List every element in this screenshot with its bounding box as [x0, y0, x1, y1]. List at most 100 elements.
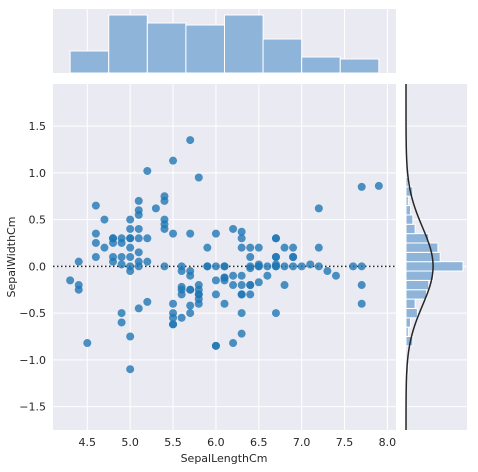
scatter-point: [271, 309, 280, 318]
scatter-point: [211, 262, 220, 271]
scatter-point: [160, 224, 169, 233]
scatter-point: [117, 318, 126, 327]
scatter-point: [297, 262, 306, 271]
y-hist-bar: [405, 270, 434, 281]
scatter-point: [91, 253, 100, 261]
scatter-point: [237, 309, 246, 318]
scatter-point: [246, 243, 255, 252]
scatter-point: [186, 301, 195, 310]
scatter-point: [134, 196, 143, 205]
scatter-point: [211, 229, 220, 238]
scatter-point: [254, 243, 263, 252]
scatter-point: [237, 281, 246, 290]
scatter-point: [160, 215, 169, 224]
x-hist-bar: [301, 56, 341, 74]
scatter-point: [177, 285, 186, 294]
scatter-point: [211, 341, 220, 350]
scatter-point: [169, 229, 178, 238]
scatter-point: [126, 224, 135, 233]
y-hist-bar: [405, 233, 430, 244]
scatter-point: [289, 253, 298, 261]
scatter-point: [109, 253, 118, 261]
scatter-point: [314, 262, 323, 271]
scatter-point: [237, 234, 246, 243]
y-hist-bar: [405, 223, 416, 235]
x-axis-label: SepalLengthCm: [181, 452, 268, 465]
y-tick-label: −1.5: [19, 401, 46, 414]
scatter-point: [246, 264, 255, 273]
scatter-point: [186, 229, 195, 238]
scatter-point: [91, 229, 100, 238]
x-axis-ticks: 4.5 5.0 5.5 6.0 6.5 7.0 7.5 8.0: [79, 436, 397, 449]
scatter-point: [323, 267, 332, 276]
x-marginal-histogram: [69, 14, 380, 74]
scatter-point: [271, 234, 280, 243]
x-hist-bar: [224, 14, 264, 74]
y-tick-label: 1.5: [29, 120, 47, 133]
x-tick-label: 6.0: [207, 436, 225, 449]
scatter-point: [289, 243, 298, 252]
scatter-point: [143, 234, 152, 243]
scatter-point: [280, 281, 289, 290]
scatter-point: [126, 243, 135, 252]
scatter-point: [211, 290, 220, 299]
main-plot-panel: [53, 84, 396, 430]
top-marginal-panel: [53, 9, 396, 74]
scatter-point: [126, 332, 135, 341]
scatter-point: [143, 166, 152, 175]
scatter-point: [254, 278, 263, 287]
y-hist-bar: [405, 205, 412, 216]
scatter-point: [160, 262, 169, 271]
scatter-point: [357, 281, 366, 290]
scatter-point: [271, 262, 280, 271]
y-hist-bar: [405, 261, 464, 272]
x-tick-label: 7.0: [293, 436, 311, 449]
scatter-point: [331, 271, 340, 280]
x-hist-bar: [185, 24, 226, 74]
right-marginal-panel: [405, 84, 467, 431]
x-hist-bar: [262, 38, 303, 74]
scatter-point: [169, 320, 178, 329]
scatter-point: [134, 304, 143, 313]
scatter-point: [306, 260, 315, 269]
scatter-point: [66, 276, 75, 285]
scatter-point: [237, 329, 246, 338]
scatter-point: [229, 224, 238, 233]
x-hist-bar: [146, 22, 187, 74]
y-hist-bar: [405, 307, 418, 319]
scatter-point: [194, 299, 203, 308]
scatter-point: [314, 243, 323, 252]
scatter-point: [126, 234, 135, 243]
scatter-point: [83, 339, 92, 348]
scatter-point: [151, 204, 160, 213]
y-marginal-histogram: [405, 177, 464, 375]
scatter-point: [263, 262, 272, 271]
scatter-point: [91, 238, 100, 247]
scatter-point: [203, 243, 212, 252]
scatter-point: [246, 253, 255, 261]
scatter-point: [271, 253, 280, 261]
y-tick-label: −0.5: [19, 307, 46, 320]
y-hist-bar: [405, 279, 430, 291]
x-tick-label: 4.5: [79, 436, 97, 449]
scatter-point: [220, 299, 229, 308]
scatter-point: [349, 262, 358, 271]
scatter-point: [177, 262, 186, 271]
scatter-point: [357, 299, 366, 308]
scatter-point: [143, 297, 152, 306]
y-hist-bar: [405, 195, 409, 207]
scatter-point: [374, 181, 383, 190]
scatter-point: [134, 224, 143, 233]
x-tick-label: 5.5: [164, 436, 182, 449]
scatter-point: [169, 156, 178, 165]
x-tick-label: 6.5: [250, 436, 268, 449]
scatter-point: [177, 313, 186, 322]
scatter-point: [143, 257, 152, 266]
scatter-point: [134, 234, 143, 243]
scatter-point: [134, 248, 143, 257]
scatter-point: [246, 281, 255, 290]
scatter-point: [91, 201, 100, 210]
scatter-point: [186, 271, 195, 280]
scatter-point: [254, 262, 263, 271]
